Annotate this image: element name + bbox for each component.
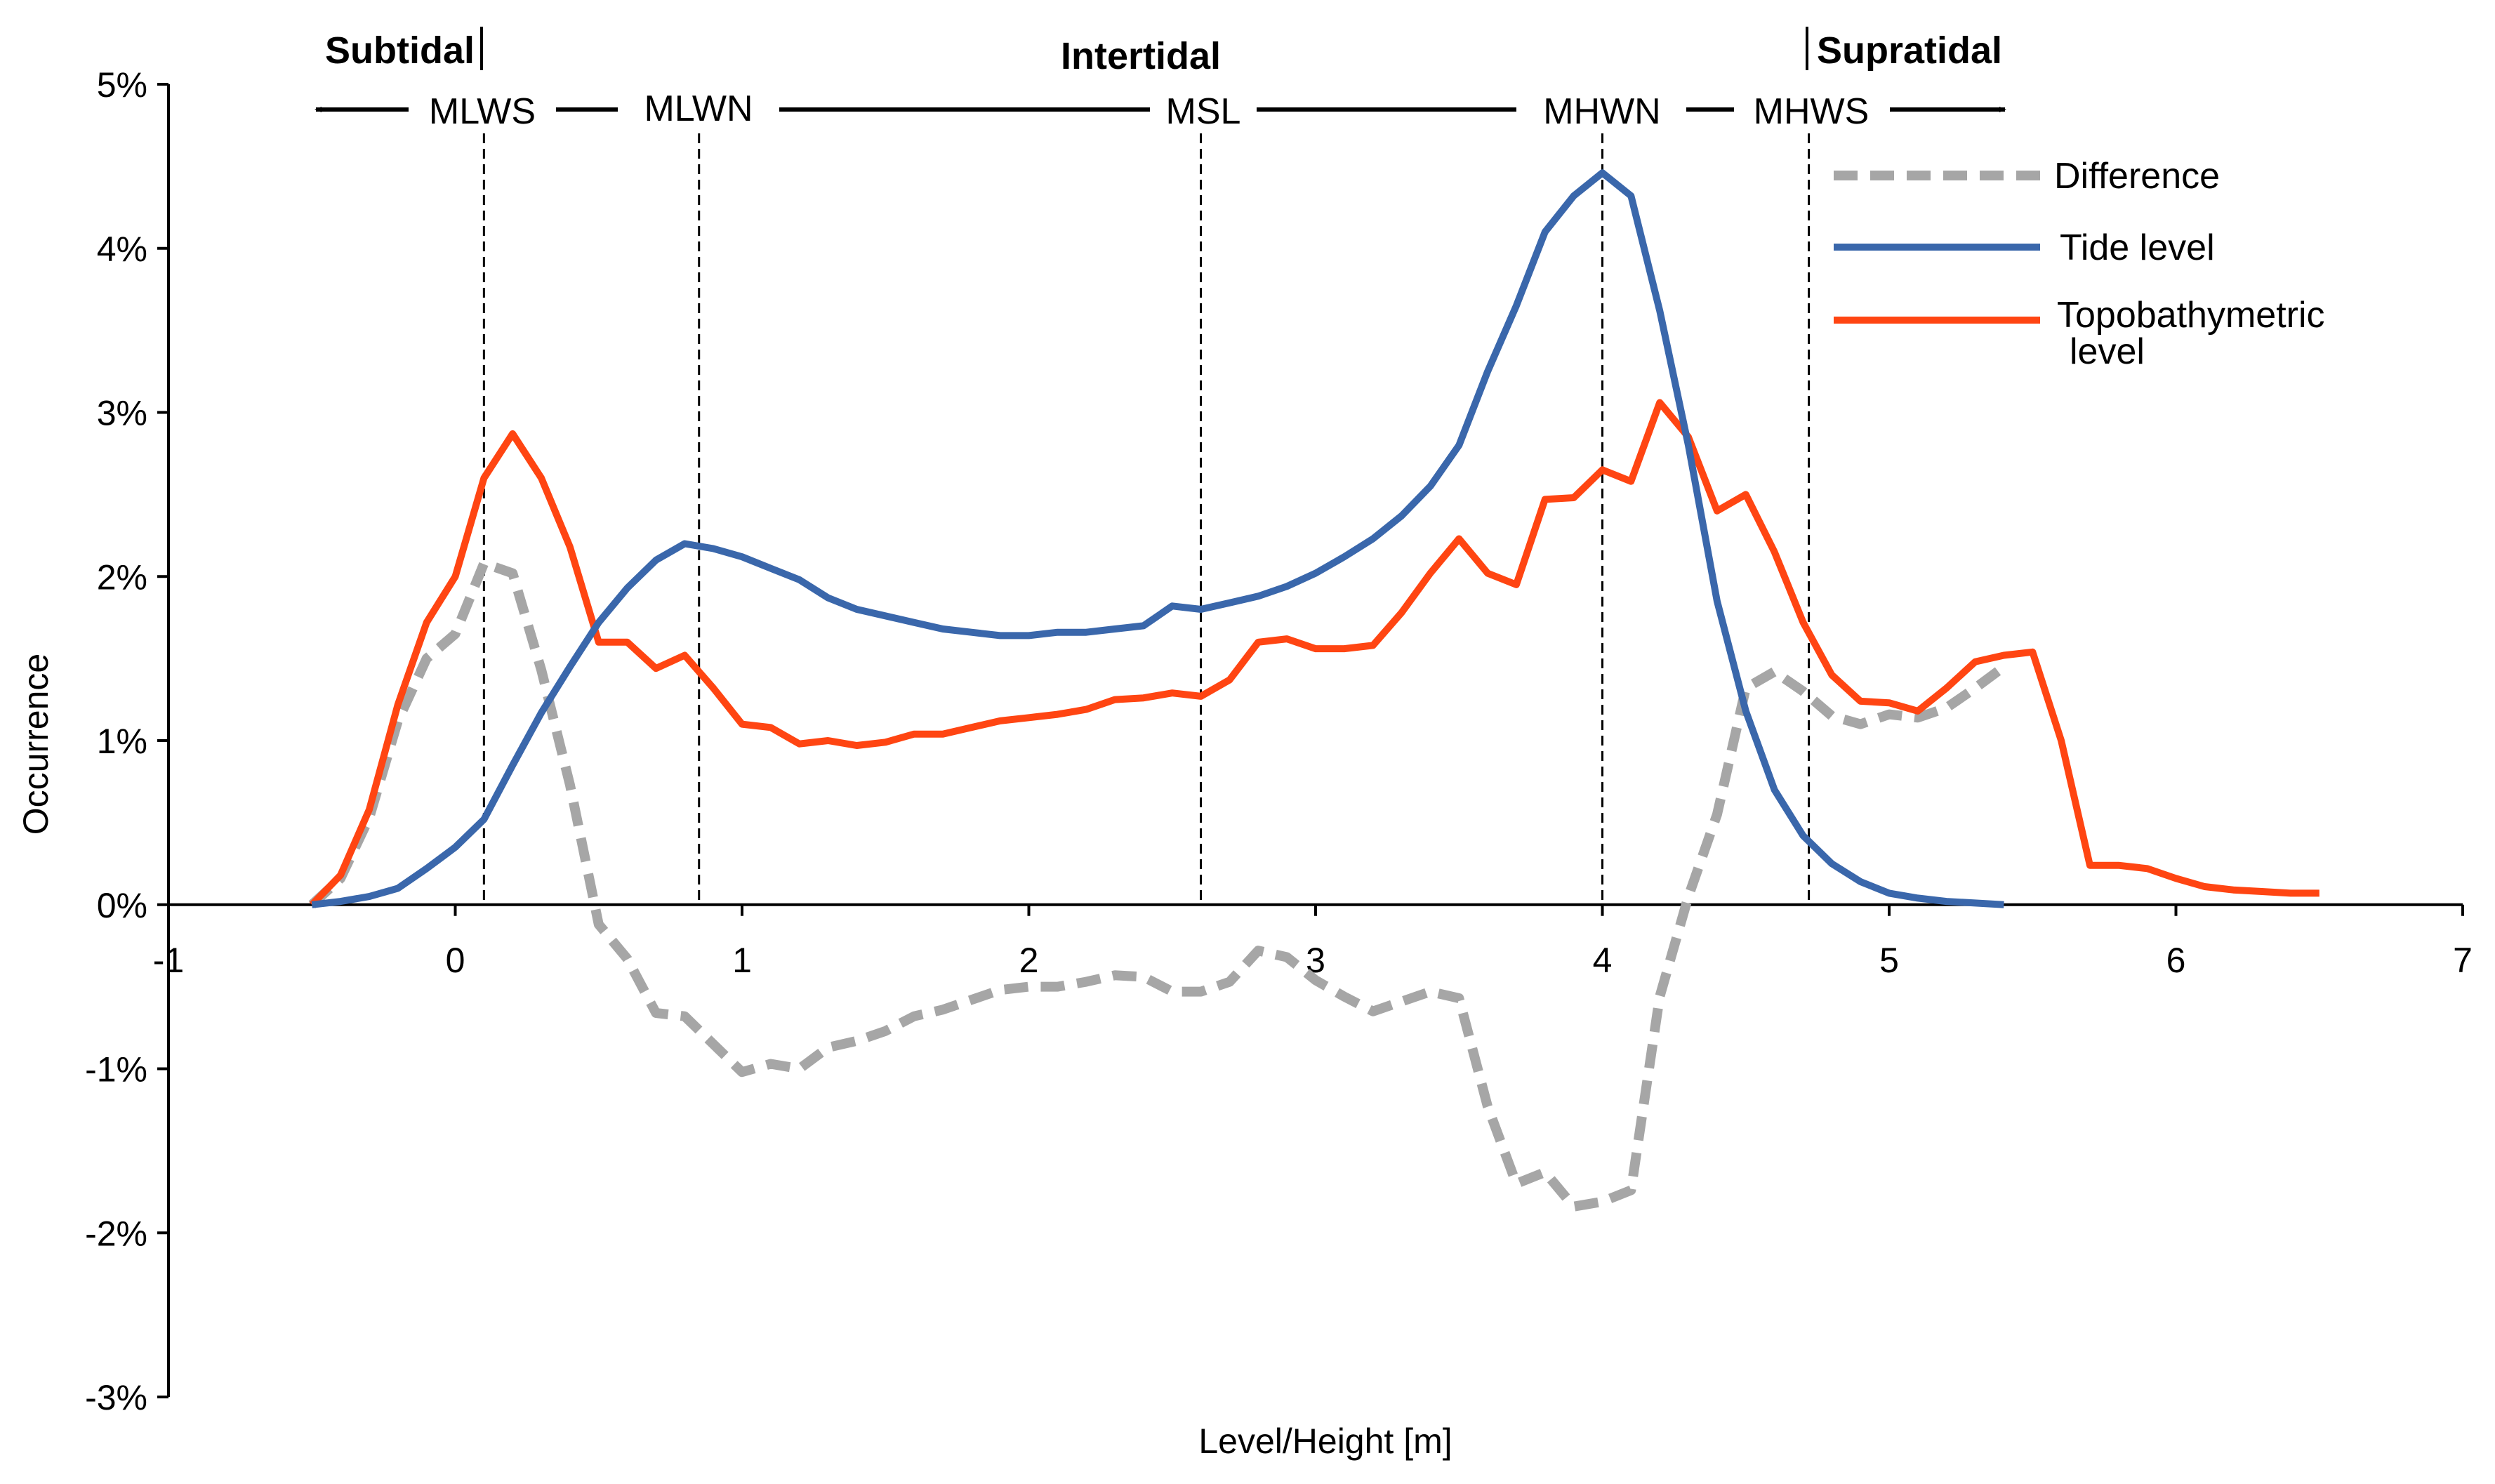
y-tick-label: -1%	[85, 1050, 147, 1089]
x-tick-label: 0	[446, 941, 465, 980]
legend: Difference Tide level Topobathymetric le…	[1834, 156, 2325, 372]
y-tick-label: -2%	[85, 1214, 147, 1253]
legend-label-topo-line1: Topobathymetric	[2057, 295, 2325, 336]
y-tick-label: -3%	[85, 1378, 147, 1417]
tide-label-mhwn: MHWN	[1543, 91, 1661, 132]
x-tick-label: 1	[732, 941, 752, 980]
y-tick-label: 4%	[97, 230, 147, 269]
y-axis-title: Occurrence	[16, 654, 55, 835]
series-line-topobathymetric	[309, 399, 2319, 908]
zone-label-subtidal: Subtidal	[325, 29, 475, 72]
y-axis: -3% -2% -1% 0% 1% 2% 3% 4% 5%	[85, 65, 170, 1417]
x-tick-label: 7	[2453, 941, 2473, 980]
y-tick-label: 5%	[97, 65, 147, 105]
x-tick-label: 5	[1879, 941, 1899, 980]
y-tick-label: 1%	[97, 722, 147, 761]
legend-label-tide: Tide level	[2060, 227, 2215, 268]
series-line-tide	[311, 169, 2004, 908]
x-tick-label: 2	[1019, 941, 1039, 980]
x-axis: -1 0 1 2 3 4 5 6 7	[153, 903, 2473, 980]
series-line-difference	[308, 558, 2007, 1212]
y-tick-label: 2%	[97, 557, 147, 597]
y-tick-label: 3%	[97, 394, 147, 433]
legend-label-topo-line2: level	[2070, 331, 2145, 372]
y-tick-label: 0%	[97, 886, 147, 925]
x-tick-label: 6	[2166, 941, 2186, 980]
x-axis-title: Level/Height [m]	[1198, 1422, 1452, 1461]
tide-reference-lines	[482, 133, 1811, 905]
tide-label-msl: MSL	[1166, 91, 1241, 132]
zone-label-intertidal: Intertidal	[1061, 35, 1221, 77]
x-tick-label: -1	[153, 941, 184, 980]
tide-label-mlws: MLWS	[429, 91, 536, 132]
zone-header: Subtidal Intertidal Supratidal	[325, 27, 2002, 77]
tide-label-mlwn: MLWN	[644, 88, 753, 129]
x-tick-label: 4	[1593, 941, 1613, 980]
legend-label-difference: Difference	[2054, 156, 2220, 197]
series-layer	[308, 169, 2319, 1212]
zone-label-supratidal: Supratidal	[1817, 29, 2002, 72]
tide-label-mhws: MHWS	[1754, 91, 1869, 132]
tide-datum-bar: MLWS MLWN MSL MHWN MHWS	[315, 88, 2006, 132]
